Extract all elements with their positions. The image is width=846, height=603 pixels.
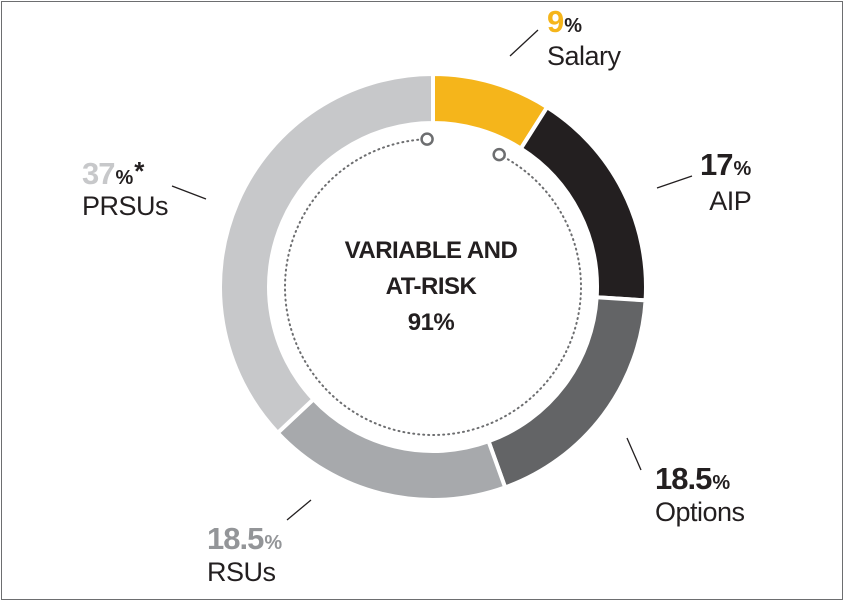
label-prsus-percent: 37%* (82, 158, 168, 189)
label-prsus-note: * (134, 156, 144, 186)
center-label: VARIABLE AND AT-RISK 91% (331, 233, 531, 341)
leader-line-prsus (171, 185, 207, 200)
label-rsus-percent-symbol: % (264, 532, 283, 554)
inner-arc-end-marker-left (420, 132, 434, 146)
leader-line-rsus (286, 499, 312, 521)
label-salary-value: 9 (547, 4, 564, 39)
label-salary: 9% Salary (547, 6, 621, 70)
label-prsus-percent-symbol: % (115, 167, 134, 189)
leader-line-options (626, 437, 642, 471)
slice-aip (518, 104, 648, 303)
label-rsus: 18.5% RSUs (207, 523, 282, 586)
label-aip-percent-symbol: % (733, 158, 752, 180)
center-label-line1: VARIABLE AND (344, 237, 518, 264)
center-label-value: 91% (407, 309, 455, 336)
label-prsus-value: 37 (82, 156, 115, 191)
label-salary-percent-symbol: % (564, 15, 583, 37)
label-aip: 17% AIP (700, 149, 752, 216)
label-prsus-name: PRSUs (82, 191, 169, 221)
label-salary-percent: 9% (547, 6, 621, 37)
label-rsus-value: 18.5 (207, 521, 264, 556)
inner-arc-end-marker-right (492, 147, 506, 162)
leader-line-aip (656, 175, 693, 189)
label-options-value: 18.5 (655, 461, 712, 496)
leader-line-salary (509, 29, 539, 57)
label-salary-name: Salary (547, 41, 621, 71)
label-aip-percent: 17% (700, 149, 751, 180)
label-options-percent: 18.5% (655, 463, 745, 494)
label-aip-value: 17 (700, 147, 733, 182)
label-options-name: Options (655, 497, 745, 527)
label-aip-name: AIP (709, 186, 752, 216)
label-options-percent-symbol: % (712, 472, 731, 494)
label-options: 18.5% Options (655, 463, 745, 526)
slice-rsus (274, 396, 508, 502)
inner-dotted-arc (284, 138, 582, 436)
label-prsus: 37%* PRSUs (82, 158, 169, 221)
center-label-line2: AT-RISK (385, 273, 477, 300)
slice-prsus (218, 71, 435, 436)
label-rsus-name: RSUs (207, 557, 276, 587)
label-rsus-percent: 18.5% (207, 523, 282, 554)
